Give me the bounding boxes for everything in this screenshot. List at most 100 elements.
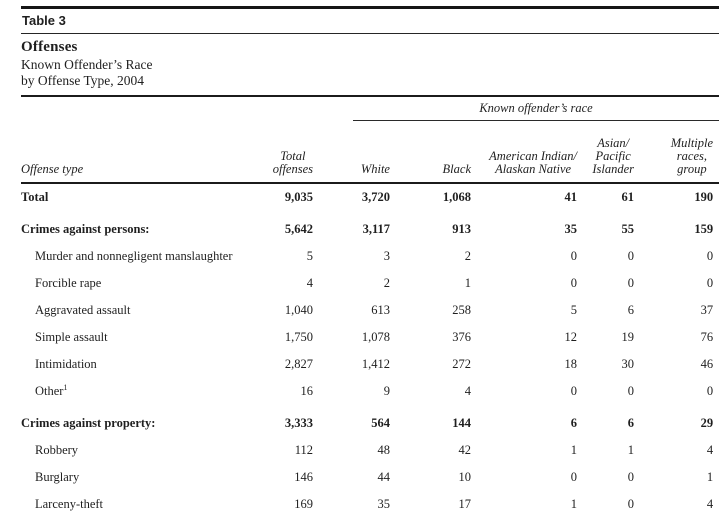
cell-american-indian: 18 — [564, 357, 578, 371]
table-row: Larceny-theft 169 35 17 1 0 4 — [21, 491, 719, 518]
cell-white: 9 — [383, 384, 390, 398]
cell-multiple-races: 159 — [694, 222, 714, 236]
cell-black: 10 — [458, 470, 472, 484]
table-row: Burglary 146 44 10 0 0 1 — [21, 464, 719, 491]
cell-asian-pacific: 30 — [621, 357, 635, 371]
cell-asian-pacific: 6 — [627, 303, 634, 317]
spanner-cell: Known offender’s race — [313, 97, 720, 121]
col-header-multiple-races: Multiple races, group — [634, 121, 720, 184]
cell-total-offenses: 16 — [300, 384, 314, 398]
cell-asian-pacific: 6 — [627, 416, 634, 430]
table-subtitle-line1: Known Offender’s Race — [21, 57, 153, 72]
cell-asian-pacific: 0 — [627, 249, 634, 263]
header-rule — [21, 95, 719, 97]
offense-type-label: Forcible rape — [35, 276, 102, 290]
offense-type-label: Larceny-theft — [35, 497, 104, 511]
cell-total-offenses: 112 — [294, 443, 313, 457]
table-row: Crimes against property: 3,333 564 144 6… — [21, 405, 719, 437]
cell-asian-pacific: 0 — [627, 384, 634, 398]
cell-american-indian: 41 — [564, 190, 578, 204]
col-header-white: White — [313, 121, 390, 184]
offense-type-label: Crimes against property: — [21, 416, 156, 430]
cell-asian-pacific: 55 — [621, 222, 635, 236]
table-title: Offenses — [21, 39, 78, 55]
cell-asian-pacific: 0 — [627, 470, 634, 484]
table-number-label: Table 3 — [21, 9, 719, 34]
cell-black: 272 — [452, 357, 471, 371]
cell-black: 913 — [452, 222, 471, 236]
cell-black: 2 — [464, 249, 471, 263]
table-row: Simple assault 1,750 1,078 376 12 19 76 — [21, 324, 719, 351]
cell-black: 42 — [458, 443, 472, 457]
cell-american-indian: 5 — [570, 303, 577, 317]
table-row: Total 9,035 3,720 1,068 41 61 190 — [21, 183, 719, 211]
cell-total-offenses: 2,827 — [284, 357, 313, 371]
cell-total-offenses: 5,642 — [284, 222, 313, 236]
offense-type-label: Intimidation — [35, 357, 97, 371]
cell-total-offenses: 1,750 — [284, 330, 313, 344]
cell-white: 48 — [377, 443, 391, 457]
cell-white: 2 — [383, 276, 390, 290]
cell-white: 564 — [371, 416, 390, 430]
cell-white: 35 — [377, 497, 391, 511]
cell-black: 1,068 — [442, 190, 471, 204]
cell-asian-pacific: 19 — [621, 330, 635, 344]
table-row: Robbery 112 48 42 1 1 4 — [21, 437, 719, 464]
col-header-american-indian: American Indian/ Alaskan Native — [471, 121, 577, 184]
offense-type-label: Crimes against persons: — [21, 222, 150, 236]
cell-total-offenses: 1,040 — [284, 303, 313, 317]
cell-multiple-races: 190 — [694, 190, 714, 204]
col-header-asian-pacific: Asian/ Pacific Islander — [577, 121, 634, 184]
cell-black: 17 — [458, 497, 472, 511]
cell-asian-pacific: 0 — [627, 497, 634, 511]
cell-american-indian: 6 — [570, 416, 577, 430]
cell-white: 3 — [383, 249, 390, 263]
spanner-spacer — [21, 97, 313, 121]
cell-asian-pacific: 1 — [627, 443, 634, 457]
spanner-heading: Known offender’s race — [353, 101, 720, 121]
offense-type-label: Simple assault — [35, 330, 108, 344]
cell-white: 3,720 — [361, 190, 390, 204]
cell-multiple-races: 4 — [706, 497, 714, 511]
footnote-marker: 1 — [63, 382, 68, 392]
cell-multiple-races: 0 — [706, 276, 714, 290]
cell-multiple-races: 1 — [706, 470, 714, 484]
cell-american-indian: 12 — [564, 330, 578, 344]
cell-multiple-races: 46 — [700, 357, 714, 371]
table-body: Total 9,035 3,720 1,068 41 61 190 Crimes… — [21, 183, 719, 518]
offense-type-label: Burglary — [35, 470, 80, 484]
cell-asian-pacific: 61 — [621, 190, 635, 204]
table-row: Aggravated assault 1,040 613 258 5 6 37 — [21, 297, 719, 324]
cell-total-offenses: 4 — [306, 276, 313, 290]
column-header-row: Offense type Total offenses White Black … — [21, 121, 720, 184]
table-row: Other1 16 9 4 0 0 0 — [21, 378, 719, 405]
col-header-offense-type: Offense type — [21, 121, 256, 184]
spanner-row: Known offender’s race — [21, 97, 720, 121]
cell-american-indian: 0 — [570, 249, 577, 263]
offense-type-label: Total — [21, 190, 49, 204]
cell-black: 1 — [464, 276, 471, 290]
table-row: Forcible rape 4 2 1 0 0 0 — [21, 270, 719, 297]
table-row: Crimes against persons: 5,642 3,117 913 … — [21, 211, 719, 243]
top-rule — [21, 6, 719, 9]
cell-white: 1,412 — [361, 357, 390, 371]
table-row: Intimidation 2,827 1,412 272 18 30 46 — [21, 351, 719, 378]
cell-multiple-races: 37 — [700, 303, 714, 317]
cell-multiple-races: 29 — [700, 416, 714, 430]
offenses-table: Known offender’s race Offense type Total… — [21, 97, 720, 518]
cell-multiple-races: 0 — [706, 249, 714, 263]
cell-white: 3,117 — [362, 222, 390, 236]
offense-type-label: Other1 — [35, 382, 68, 398]
cell-total-offenses: 146 — [294, 470, 313, 484]
cell-total-offenses: 3,333 — [284, 416, 313, 430]
table-subtitle-line2: by Offense Type, 2004 — [21, 72, 145, 88]
cell-american-indian: 1 — [570, 443, 577, 457]
cell-white: 613 — [371, 303, 390, 317]
cell-black: 258 — [452, 303, 471, 317]
document-page: Table 3 Offenses Known Offender’s Race b… — [21, 6, 720, 511]
cell-black: 376 — [452, 330, 471, 344]
cell-american-indian: 0 — [570, 276, 577, 290]
offense-type-label: Aggravated assault — [35, 303, 131, 317]
table-row: Murder and nonnegligent manslaughter 5 3… — [21, 243, 719, 270]
cell-total-offenses: 169 — [294, 497, 313, 511]
